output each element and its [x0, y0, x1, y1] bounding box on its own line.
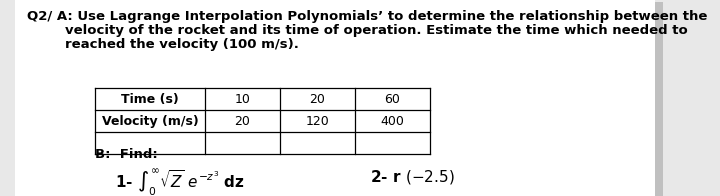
- Text: Q2/ A: Use Lagrange Interpolation Polynomials’ to determine the relationship bet: Q2/ A: Use Lagrange Interpolation Polyno…: [27, 10, 707, 23]
- Text: Velocity (m/s): Velocity (m/s): [102, 114, 199, 128]
- Text: 2- r $(-2.5)$: 2- r $(-2.5)$: [370, 168, 454, 186]
- Text: reached the velocity (100 m/s).: reached the velocity (100 m/s).: [65, 38, 299, 51]
- Text: 120: 120: [305, 114, 329, 128]
- Text: 400: 400: [381, 114, 405, 128]
- Text: Time (s): Time (s): [121, 93, 179, 105]
- Text: 10: 10: [235, 93, 251, 105]
- Text: 20: 20: [310, 93, 325, 105]
- Text: 60: 60: [384, 93, 400, 105]
- FancyBboxPatch shape: [655, 2, 663, 196]
- FancyBboxPatch shape: [15, 0, 655, 196]
- Text: 1- $\int_0^{\infty} \sqrt{Z}\ e^{-z^3}$ dz: 1- $\int_0^{\infty} \sqrt{Z}\ e^{-z^3}$ …: [115, 168, 245, 196]
- Text: velocity of the rocket and its time of operation. Estimate the time which needed: velocity of the rocket and its time of o…: [65, 24, 688, 37]
- Text: B:  Find:: B: Find:: [95, 148, 158, 161]
- Text: 20: 20: [235, 114, 251, 128]
